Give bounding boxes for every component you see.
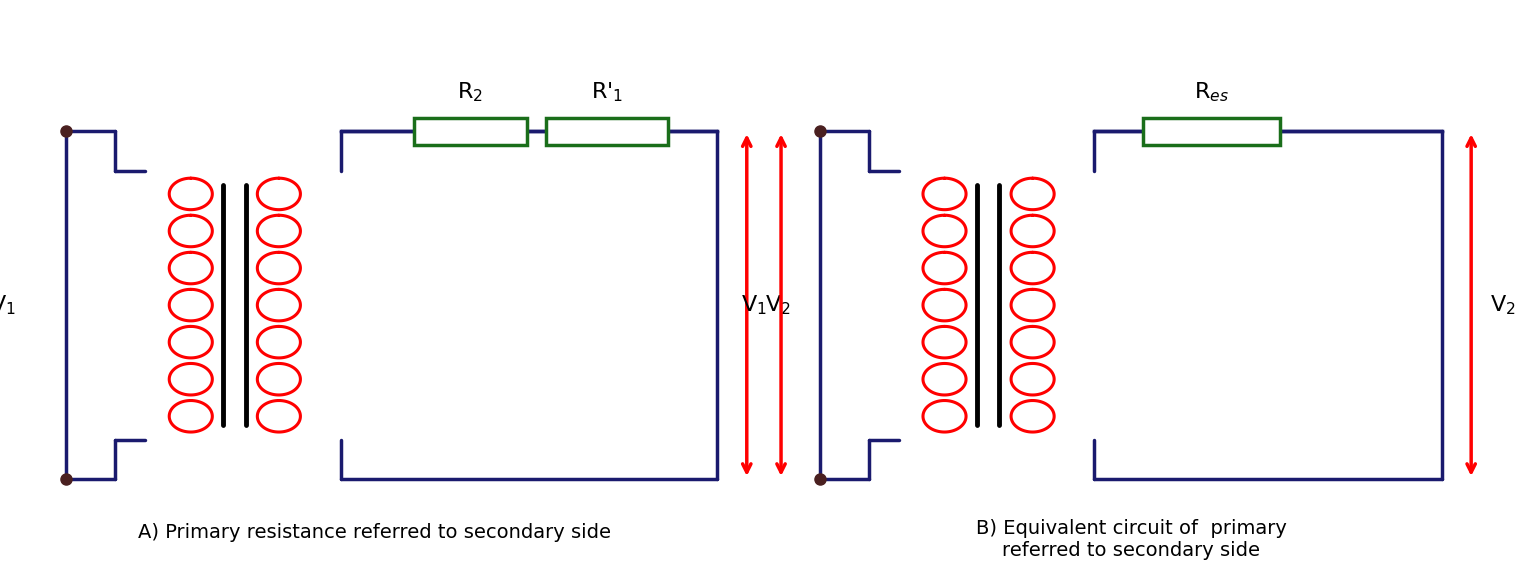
Text: A) Primary resistance referred to secondary side: A) Primary resistance referred to second… [139, 523, 612, 542]
Text: V$_1$: V$_1$ [741, 293, 767, 317]
FancyBboxPatch shape [1144, 117, 1281, 145]
Text: V$_2$: V$_2$ [1490, 293, 1516, 317]
Text: V$_2$: V$_2$ [766, 293, 791, 317]
Text: R$_2$: R$_2$ [458, 80, 483, 104]
FancyBboxPatch shape [546, 117, 668, 145]
Text: B) Equivalent circuit of  primary
referred to secondary side: B) Equivalent circuit of primary referre… [976, 519, 1287, 560]
Text: R$_{es}$: R$_{es}$ [1194, 80, 1229, 104]
Text: R'$_1$: R'$_1$ [592, 80, 624, 104]
Text: V$_1$: V$_1$ [0, 293, 15, 317]
FancyBboxPatch shape [413, 117, 526, 145]
